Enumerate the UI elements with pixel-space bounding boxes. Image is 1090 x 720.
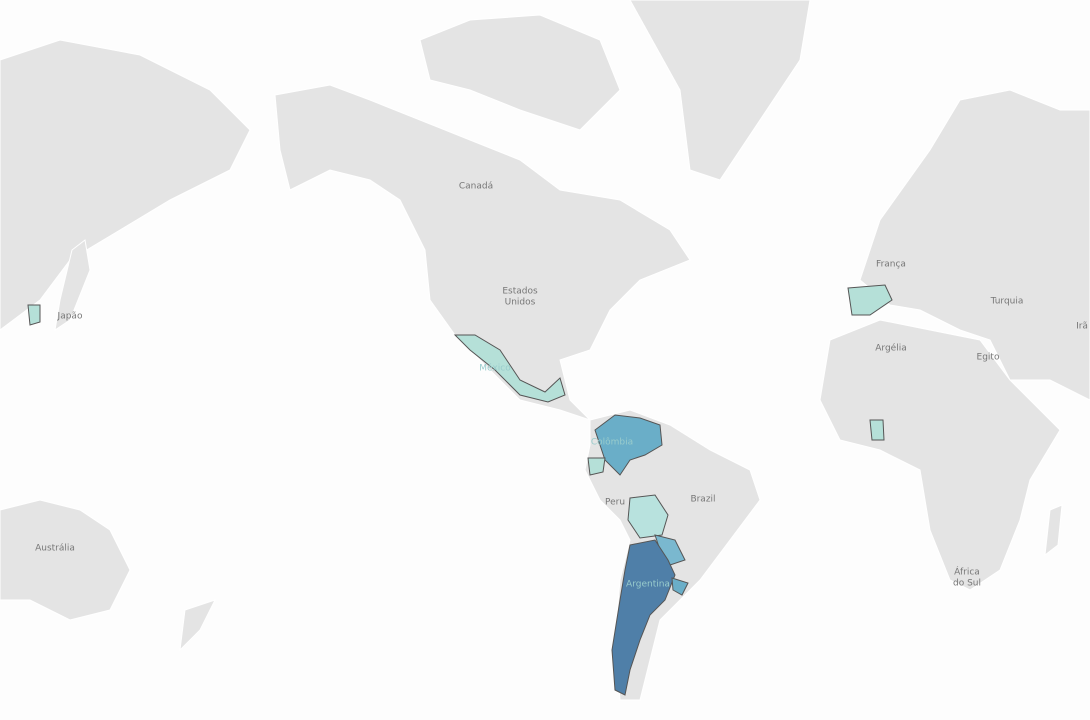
bolivia xyxy=(627,494,669,539)
colombia-venezuela xyxy=(594,414,663,476)
map-label: Turquia xyxy=(990,297,1024,307)
ecuador xyxy=(587,457,606,476)
argentina xyxy=(611,539,676,696)
new-zealand xyxy=(179,599,216,652)
map-label: Egito xyxy=(977,353,1000,363)
south-korea xyxy=(27,304,41,326)
map-label: Irã xyxy=(1076,322,1088,332)
map-label: Colômbia xyxy=(591,437,633,448)
map-label: México xyxy=(479,363,511,374)
map-label: Canadá xyxy=(459,182,493,192)
highlighted-countries xyxy=(27,284,893,696)
north-america xyxy=(274,84,691,421)
map-label: do Sul xyxy=(953,579,981,589)
map-label: Unidos xyxy=(505,298,536,308)
australia xyxy=(0,499,131,621)
map-label: Peru xyxy=(605,498,625,508)
japan xyxy=(54,239,91,332)
ghana xyxy=(869,419,885,441)
map-label: Argentina xyxy=(626,580,670,590)
arctic-islands xyxy=(419,14,621,131)
map-label: Estados xyxy=(502,287,538,297)
africa xyxy=(819,319,1061,591)
mexico xyxy=(453,334,566,403)
map-label: Brazil xyxy=(690,495,715,505)
map-label: Argélia xyxy=(875,343,906,354)
spain xyxy=(847,284,893,316)
map-label: Austrália xyxy=(35,544,75,554)
greenland xyxy=(629,0,811,181)
europe-asia xyxy=(859,89,1090,401)
madagascar xyxy=(1044,504,1063,557)
map-label: Japão xyxy=(57,312,83,322)
uruguay xyxy=(671,577,689,596)
map-label: África xyxy=(954,566,980,578)
map-label: França xyxy=(876,260,906,270)
